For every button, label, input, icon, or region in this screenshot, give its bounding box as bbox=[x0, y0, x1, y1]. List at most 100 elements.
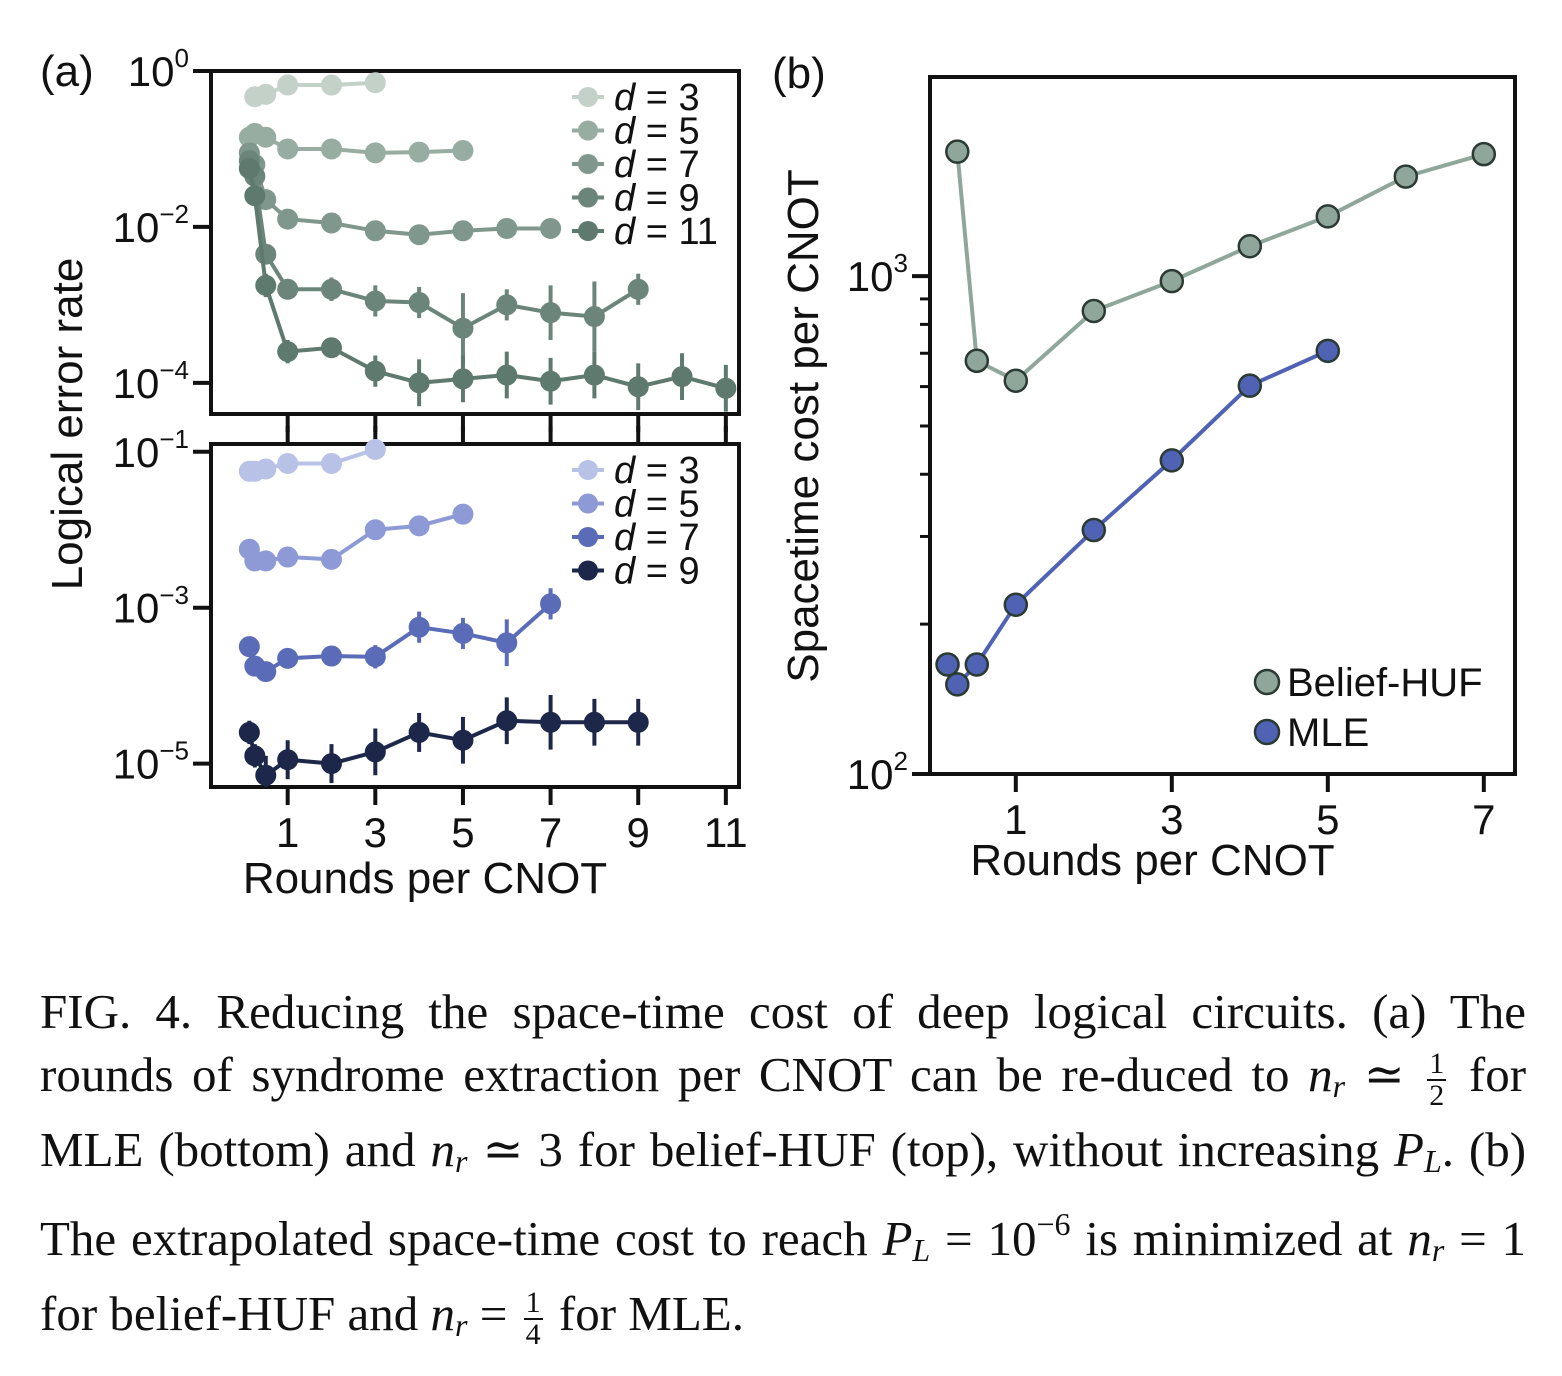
legend-marker bbox=[1253, 668, 1281, 696]
series-d-5 bbox=[238, 503, 474, 572]
legend-label: Belief-HUF bbox=[1287, 661, 1483, 705]
legend-marker bbox=[578, 120, 598, 141]
data-point bbox=[255, 550, 277, 572]
data-point bbox=[496, 632, 518, 654]
data-point bbox=[1159, 448, 1185, 473]
y-tick-label: 100 bbox=[128, 43, 189, 95]
data-point bbox=[540, 217, 562, 239]
series-d-11 bbox=[238, 157, 737, 412]
data-point bbox=[452, 220, 474, 242]
data-point bbox=[320, 337, 342, 359]
data-point bbox=[496, 710, 518, 732]
caption-text-7: for MLE. bbox=[558, 1286, 744, 1341]
data-point bbox=[496, 294, 518, 316]
data-point bbox=[364, 741, 386, 763]
data-point bbox=[255, 274, 277, 296]
series-mle bbox=[935, 338, 1341, 697]
legend-marker bbox=[578, 527, 598, 547]
data-point bbox=[408, 721, 430, 743]
data-point bbox=[540, 370, 562, 392]
x-tick-label: 3 bbox=[1160, 796, 1183, 843]
data-point bbox=[1315, 204, 1341, 229]
caption-text-3: for belief-HUF (top), without increasing bbox=[577, 1122, 1380, 1177]
data-point bbox=[496, 364, 518, 386]
data-point bbox=[364, 290, 386, 312]
caption-exp: −6 bbox=[1036, 1206, 1071, 1242]
series-d-3 bbox=[238, 438, 386, 482]
data-point bbox=[1237, 373, 1263, 398]
data-point bbox=[255, 661, 277, 683]
data-point bbox=[277, 208, 299, 230]
data-point bbox=[320, 138, 342, 160]
data-point bbox=[364, 360, 386, 382]
data-point bbox=[945, 672, 970, 697]
legend-label: d = 7 bbox=[614, 144, 700, 186]
data-point bbox=[1003, 592, 1029, 617]
data-point bbox=[1393, 164, 1419, 189]
data-point bbox=[715, 377, 737, 399]
data-point bbox=[671, 366, 693, 388]
data-point bbox=[964, 652, 990, 677]
legend-marker bbox=[578, 87, 598, 107]
figure-caption: FIG. 4. Reducing the space-time cost of … bbox=[40, 980, 1526, 1357]
data-point bbox=[364, 220, 386, 242]
axes-frame bbox=[209, 69, 741, 416]
caption-pl-sub-2: L bbox=[912, 1232, 931, 1268]
legend-marker bbox=[578, 560, 598, 581]
data-point bbox=[935, 652, 960, 677]
data-point bbox=[255, 764, 277, 786]
legend-label: d = 3 bbox=[614, 450, 700, 492]
caption-text-4: . (b) The extrapolated space-time cost t… bbox=[40, 1122, 1527, 1266]
data-point bbox=[364, 519, 386, 541]
data-point bbox=[583, 364, 605, 386]
data-point bbox=[320, 74, 342, 96]
data-point bbox=[1315, 338, 1341, 364]
data-point bbox=[255, 243, 277, 265]
data-point bbox=[277, 546, 299, 568]
data-point bbox=[1159, 268, 1185, 294]
data-point bbox=[277, 452, 299, 474]
legend-label: d = 9 bbox=[614, 551, 700, 593]
data-point bbox=[452, 622, 474, 644]
data-point bbox=[320, 212, 342, 234]
caption-nr-sub-2: r bbox=[454, 1143, 468, 1179]
data-point bbox=[1237, 234, 1263, 259]
data-point bbox=[583, 711, 605, 733]
caption-nr-sub-3: r bbox=[1431, 1232, 1445, 1268]
caption-text-6: for belief-HUF and bbox=[40, 1286, 419, 1341]
data-point bbox=[408, 224, 430, 246]
data-point bbox=[277, 749, 299, 771]
axes-frame bbox=[209, 442, 741, 789]
legend-marker bbox=[578, 493, 598, 514]
legend-marker bbox=[578, 460, 598, 480]
data-point bbox=[238, 636, 260, 658]
data-point bbox=[364, 142, 386, 164]
data-point bbox=[255, 83, 277, 105]
x-tick-label: 1 bbox=[1004, 796, 1027, 843]
data-point bbox=[627, 376, 649, 398]
caption-nr-4: n bbox=[430, 1286, 456, 1341]
legend-label: d = 9 bbox=[614, 178, 700, 220]
data-point bbox=[244, 745, 266, 767]
data-point bbox=[320, 278, 342, 300]
data-point bbox=[1081, 517, 1107, 543]
y-axis-label: Spacetime cost per CNOT bbox=[779, 169, 828, 683]
series-d-9 bbox=[238, 150, 649, 364]
data-point bbox=[408, 141, 430, 163]
data-point bbox=[320, 645, 342, 667]
y-tick-label: 10−5 bbox=[113, 736, 189, 788]
legend-label: d = 5 bbox=[614, 484, 700, 526]
x-tick-label: 11 bbox=[704, 809, 748, 856]
legend-label: MLE bbox=[1287, 711, 1369, 755]
data-point bbox=[452, 503, 474, 525]
caption-pl-1: P bbox=[1394, 1122, 1424, 1177]
data-point bbox=[1081, 298, 1107, 324]
x-tick-label: 7 bbox=[539, 809, 562, 856]
panel-label: (b) bbox=[772, 49, 826, 98]
data-point bbox=[496, 217, 518, 239]
legend-marker bbox=[578, 221, 598, 241]
y-tick-label: 10−4 bbox=[113, 355, 189, 407]
y-tick-label: 103 bbox=[847, 248, 908, 300]
